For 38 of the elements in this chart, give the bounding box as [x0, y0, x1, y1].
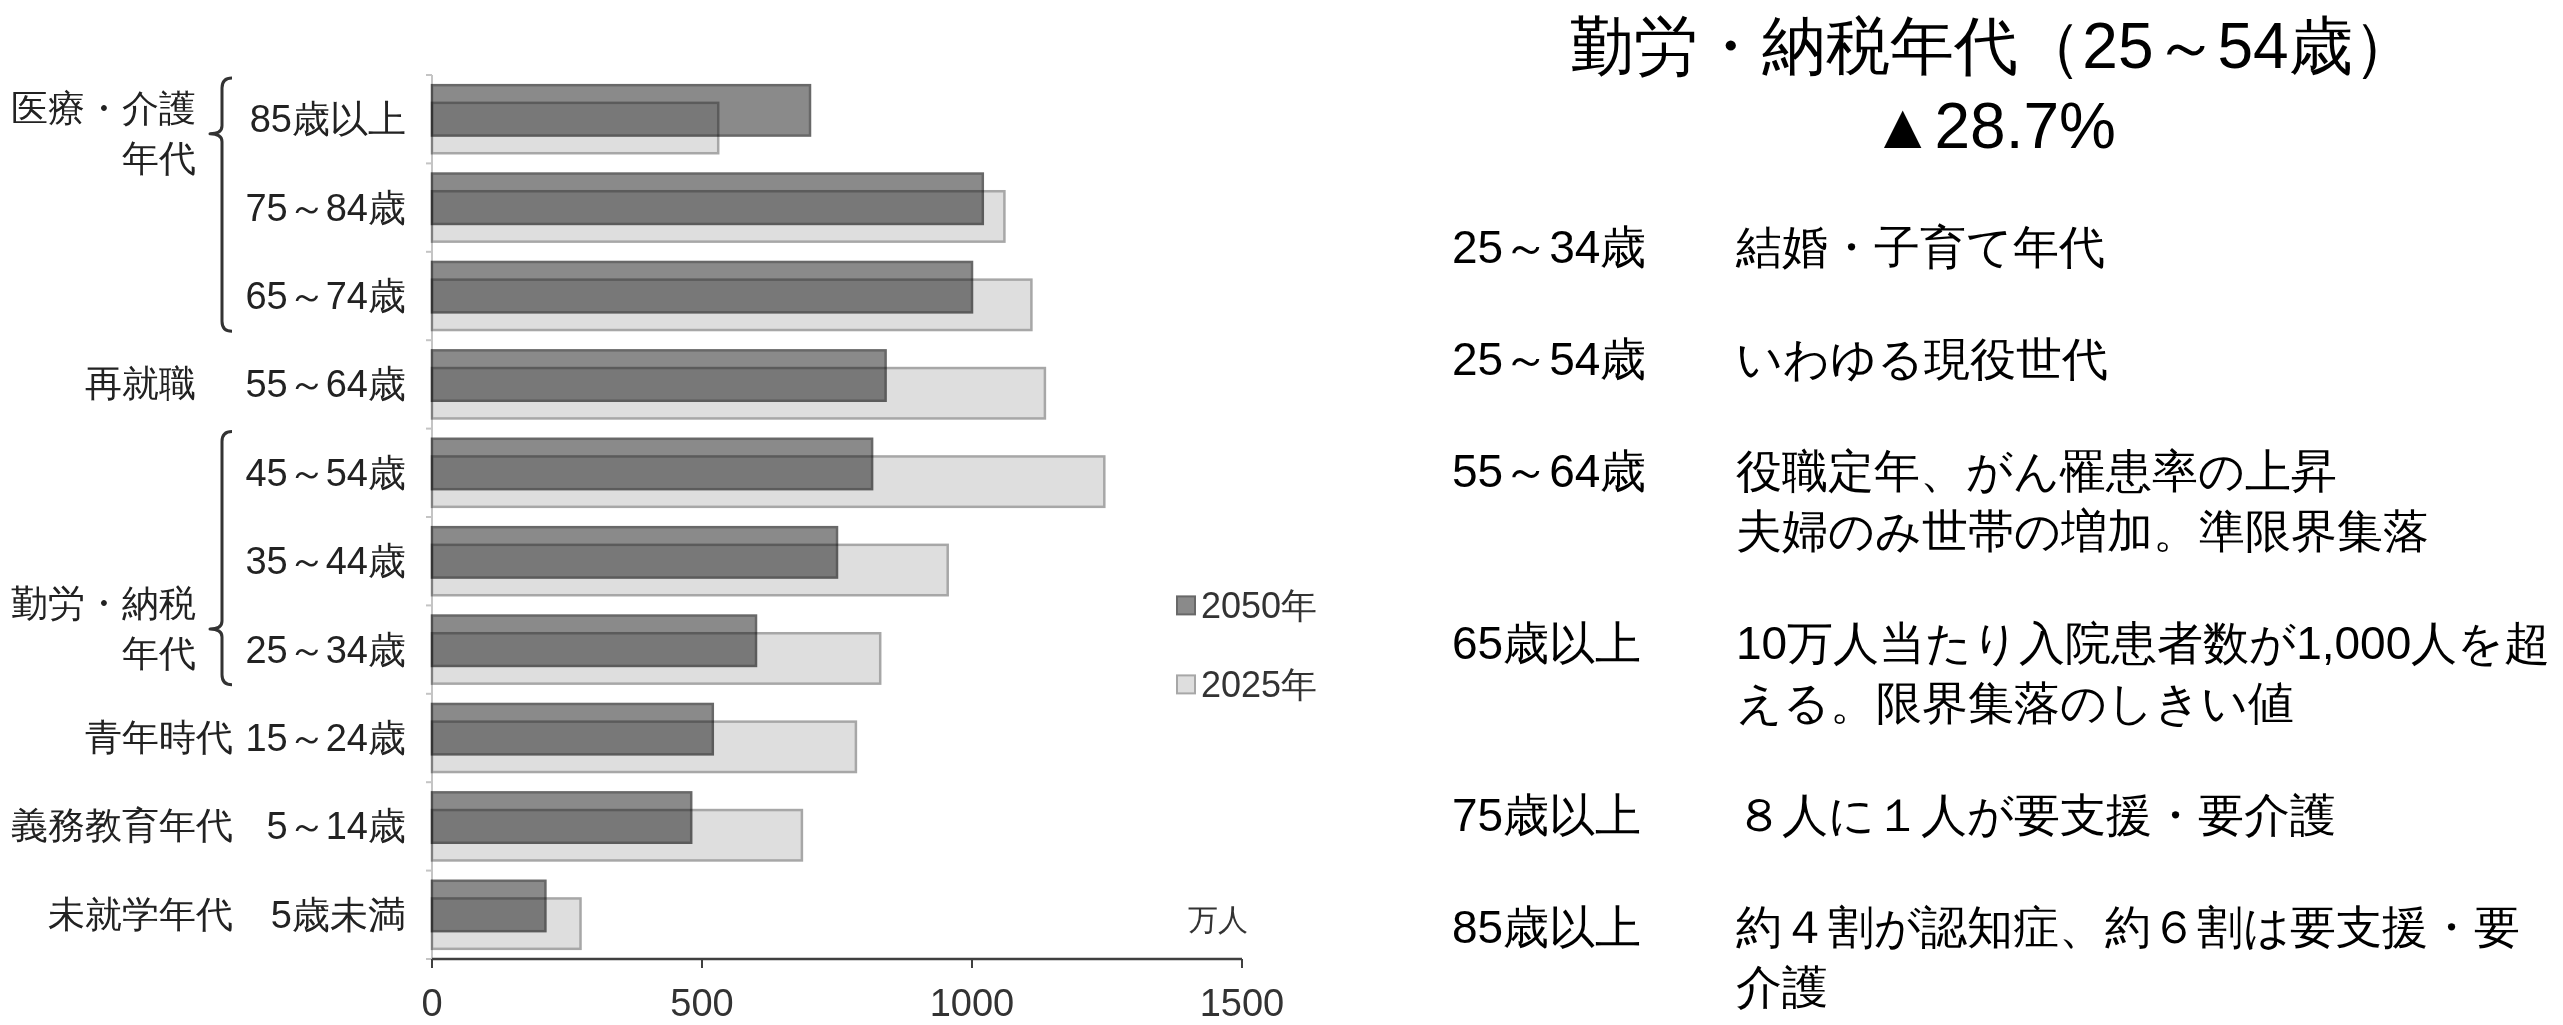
text: 55～64歳 [1452, 444, 1648, 499]
x-tick-label: 1500 [1199, 982, 1285, 1024]
y-tick-label: 25～34歳 [245, 628, 406, 671]
y-tick-label: 45～54歳 [245, 451, 406, 494]
text: 25～34歳 [1452, 220, 1648, 275]
text: 65歳以上 [1452, 616, 1643, 671]
text: 夫婦のみ世帯の増加。準限界集落 [1736, 504, 2430, 559]
y-tick-label: 65～74歳 [245, 275, 406, 317]
text: ▲28.7% [1870, 89, 2117, 164]
text: 医療・介護年代 [10, 86, 196, 181]
text: 勤労・納税年代（25～54歳） [1569, 9, 2418, 84]
text: 青年時代 [85, 716, 233, 760]
legend-label: 2025年 [1201, 663, 1318, 705]
y-tick-label: 35～44歳 [245, 540, 406, 583]
text: 未就学年代 [48, 892, 233, 937]
text: 25～54歳 [1452, 332, 1648, 387]
text: 勤労・納税年代 [10, 582, 196, 677]
text: 義務教育年代 [11, 804, 233, 849]
text: 再就職 [85, 362, 196, 407]
y-tick-label: 75～84歳 [245, 186, 406, 229]
text: ８人に１人が要支援・要介護 [1736, 788, 2337, 843]
y-tick-label: 85歳以上 [249, 98, 406, 141]
text: いわゆる現役世代 [1736, 332, 2109, 387]
text: 結婚・子育て年代 [1736, 220, 2106, 275]
text: 約４割が認知症、約６割は要支援・要介護 [1736, 900, 2521, 1015]
y-tick-label: 55～64歳 [245, 363, 406, 406]
legend-label: 2050年 [1201, 584, 1318, 626]
text: 役職定年、がん罹患率の上昇 [1736, 444, 2338, 499]
text: 85歳以上 [1452, 900, 1643, 955]
text: 75歳以上 [1452, 788, 1643, 843]
y-tick-label: 15～24歳 [245, 717, 406, 759]
x-tick-label: 0 [421, 982, 443, 1024]
x-axis-title: 万人 [1188, 902, 1248, 936]
y-tick-label: 5歳未満 [270, 893, 406, 936]
x-tick-label: 1000 [929, 982, 1015, 1024]
y-tick-label: 5～14歳 [266, 805, 406, 848]
text: 10万人当たり入院患者数が1,000人を超える。限界集落のしきい値 [1736, 616, 2552, 731]
x-tick-label: 500 [670, 982, 734, 1024]
